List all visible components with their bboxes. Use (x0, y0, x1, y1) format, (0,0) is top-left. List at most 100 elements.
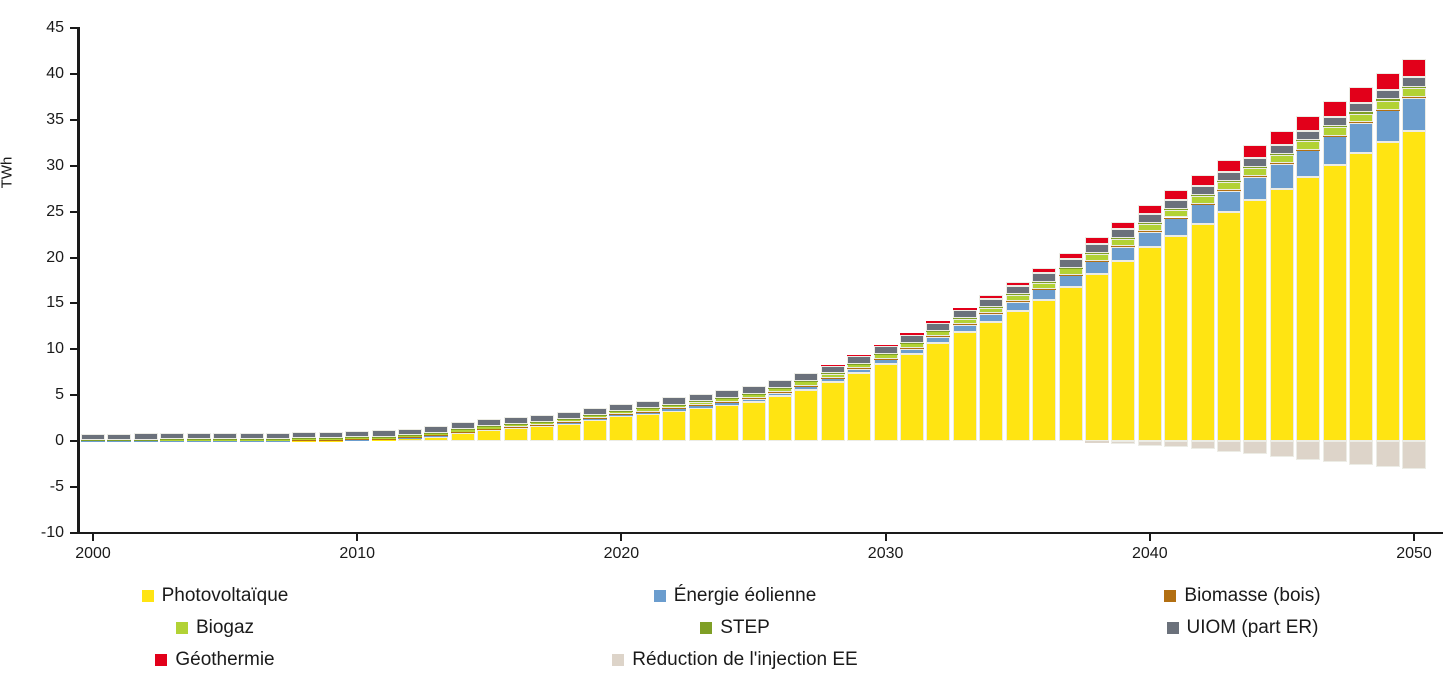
bar-segment (265, 440, 290, 442)
x-tick (1148, 534, 1151, 541)
bar-segment (1005, 301, 1030, 302)
bar-segment (213, 440, 238, 442)
bar-segment (81, 440, 105, 442)
legend-row-3: Géothermie Réduction de l'injection EE (0, 644, 1445, 676)
bar-segment (1217, 182, 1242, 190)
y-tick-label: 15 (46, 294, 64, 312)
bar-segment (794, 386, 819, 390)
bar-segment (1084, 274, 1109, 442)
bar-segment (635, 400, 660, 408)
bar-segment (1084, 261, 1109, 275)
bar-segment (530, 425, 555, 427)
bar-segment (1217, 189, 1242, 191)
bar-segment (424, 436, 449, 442)
bar-segment (1243, 176, 1268, 177)
bar-segment (1164, 235, 1189, 442)
bar-segment (767, 392, 792, 397)
bar-segment (530, 426, 555, 442)
bar-segment (1296, 141, 1321, 150)
bar-segment (900, 342, 925, 344)
bar-segment (1322, 125, 1347, 128)
bar-segment (952, 310, 977, 319)
bar-segment (81, 439, 105, 441)
legend-label-step: STEP (720, 617, 770, 638)
bar-segment (1375, 72, 1400, 91)
bar-segment (635, 408, 660, 412)
bar-segment (450, 432, 475, 433)
biomasse-swatch-icon (1164, 590, 1177, 602)
legend-item-photovoltaique: Photovoltaïque (141, 585, 289, 607)
bar-segment (582, 415, 607, 419)
bar-segment (952, 307, 977, 311)
bar-segment (1402, 59, 1426, 78)
bar-segment (1111, 246, 1136, 262)
bar-segment (1084, 253, 1109, 261)
bar-segment (160, 440, 185, 442)
bar-segment (1349, 441, 1374, 465)
bar-segment (820, 365, 845, 366)
bar-segment (424, 433, 449, 436)
bar-segment (741, 386, 766, 394)
bar-segment (1164, 209, 1189, 210)
bar-segment (371, 439, 396, 440)
bar-segment (530, 421, 555, 425)
bar-segment (1111, 238, 1136, 240)
bar-segment (688, 406, 713, 409)
y-tick-label: 25 (46, 202, 64, 220)
bar-segment (1111, 229, 1136, 239)
bar-segment (1137, 441, 1162, 446)
bar-segment (1032, 268, 1057, 274)
bar-segment (345, 430, 370, 438)
bar-segment (1269, 153, 1294, 156)
bar-segment (1084, 260, 1109, 262)
bar-segment (424, 433, 449, 434)
y-tick-label: 35 (46, 110, 64, 128)
bar-segment (107, 439, 132, 441)
bar-segment (477, 426, 502, 429)
bar-segment (1322, 101, 1347, 117)
bar-segment (847, 355, 872, 356)
legend-label-photovoltaique: Photovoltaïque (161, 585, 289, 606)
bar-segment (477, 430, 502, 442)
bar-segment (81, 439, 105, 441)
bar-segment (1349, 103, 1374, 113)
bar-segment (873, 358, 898, 360)
bar-segment (1032, 299, 1057, 442)
bar-segment (1084, 253, 1109, 254)
bar-segment (239, 439, 264, 441)
bar-segment (1296, 176, 1321, 442)
bar-segment (794, 389, 819, 442)
bar-segment (1084, 441, 1109, 443)
bar-segment (662, 410, 687, 442)
bar-segment (1032, 281, 1057, 283)
bar-segment (186, 439, 211, 441)
bar-segment (926, 342, 951, 442)
bar-segment (820, 373, 845, 378)
bar-segment (1058, 252, 1083, 259)
bar-segment (1164, 199, 1189, 210)
bar-segment (265, 438, 290, 440)
bar-segment (186, 440, 211, 442)
bar-segment (715, 390, 740, 398)
bar-segment (1217, 190, 1242, 212)
y-tick-label: 10 (46, 340, 64, 358)
bar-segment (318, 438, 343, 440)
bar-segment (503, 417, 528, 424)
bar-segment (1032, 282, 1057, 289)
bar-segment (1217, 160, 1242, 172)
bar-segment (1190, 204, 1215, 224)
y-tick (70, 256, 78, 259)
bar-segment (1164, 190, 1189, 200)
bar-segment (873, 359, 898, 365)
bar-segment (1005, 281, 1030, 286)
bar-segment (873, 353, 898, 355)
energie-eolienne-swatch-icon (653, 590, 666, 602)
bar-segment (292, 440, 317, 441)
bar-segment (556, 423, 581, 442)
bar-segment (794, 373, 819, 381)
legend-label-biomasse: Biomasse (bois) (1184, 585, 1321, 606)
bar-segment (292, 440, 317, 442)
bar-segment (1349, 113, 1374, 123)
y-tick (70, 348, 78, 351)
bar-segment (662, 404, 687, 406)
